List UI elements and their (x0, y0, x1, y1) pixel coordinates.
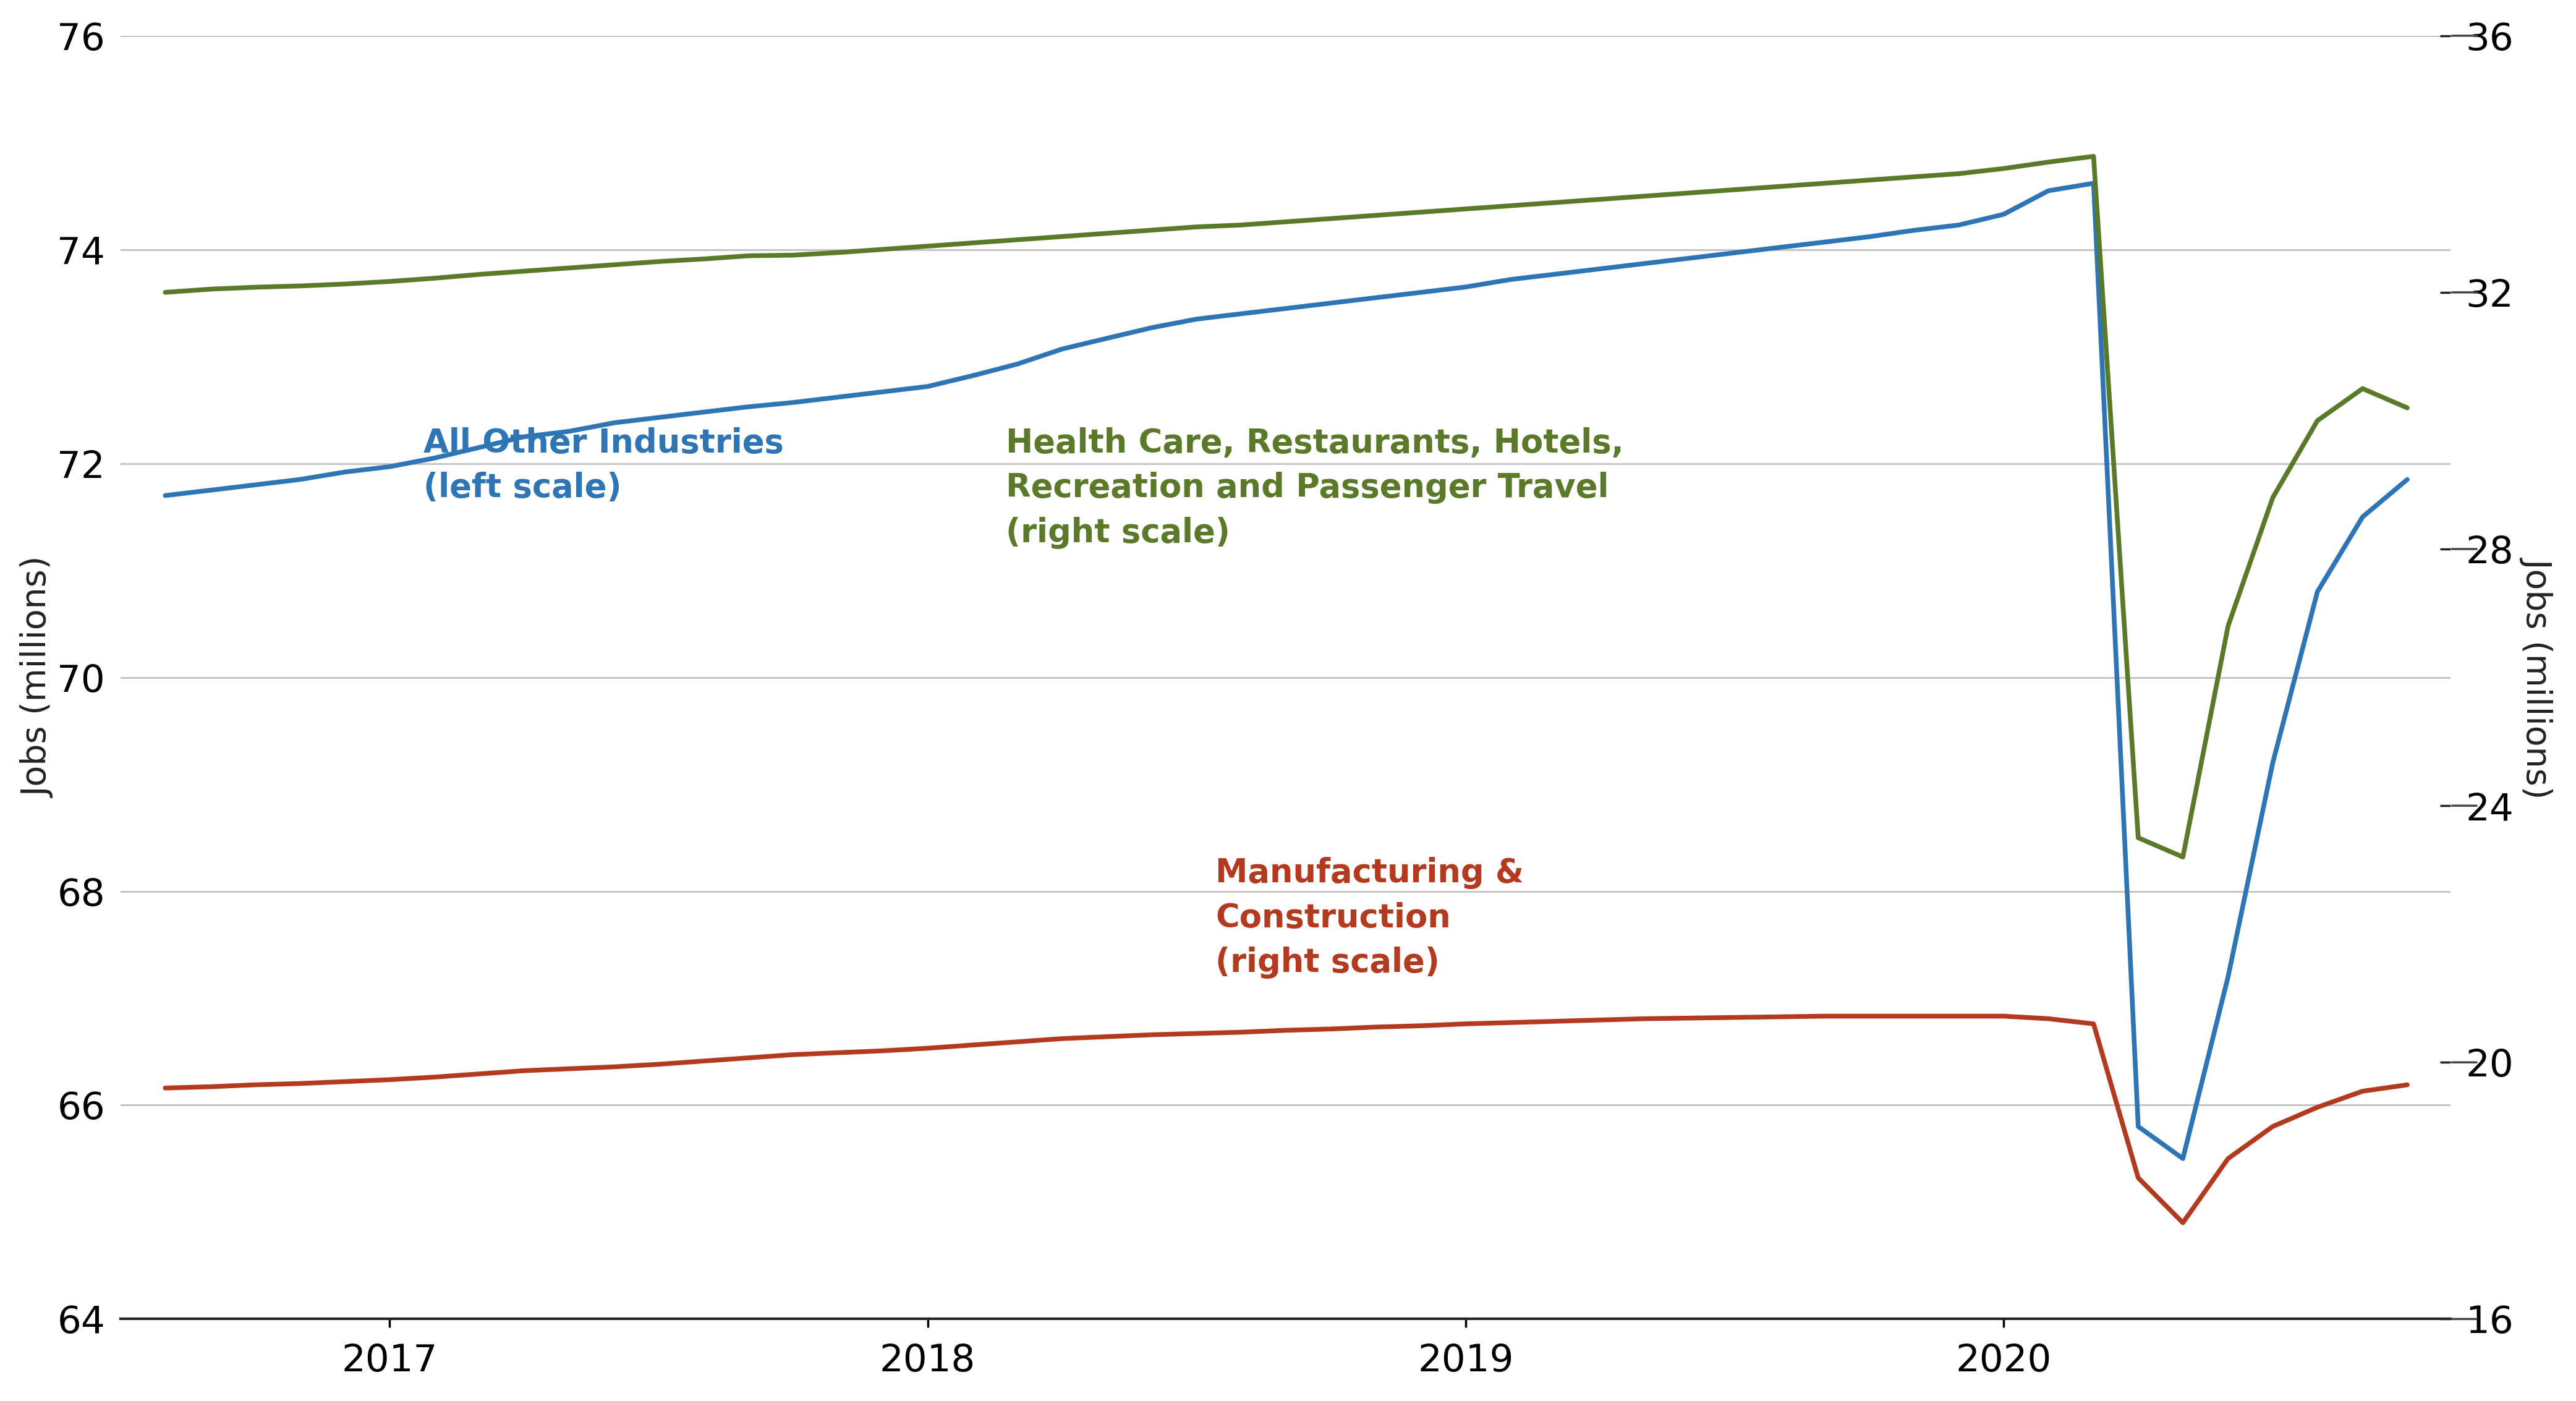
Text: All Other Industries
(left scale): All Other Industries (left scale) (422, 427, 783, 504)
Y-axis label: Jobs (millions): Jobs (millions) (2522, 558, 2555, 797)
Text: Manufacturing &
Construction
(right scale): Manufacturing & Construction (right scal… (1216, 857, 1525, 979)
Y-axis label: Jobs (millions): Jobs (millions) (21, 558, 54, 797)
Text: Health Care, Restaurants, Hotels,
Recreation and Passenger Travel
(right scale): Health Care, Restaurants, Hotels, Recrea… (1005, 427, 1623, 549)
